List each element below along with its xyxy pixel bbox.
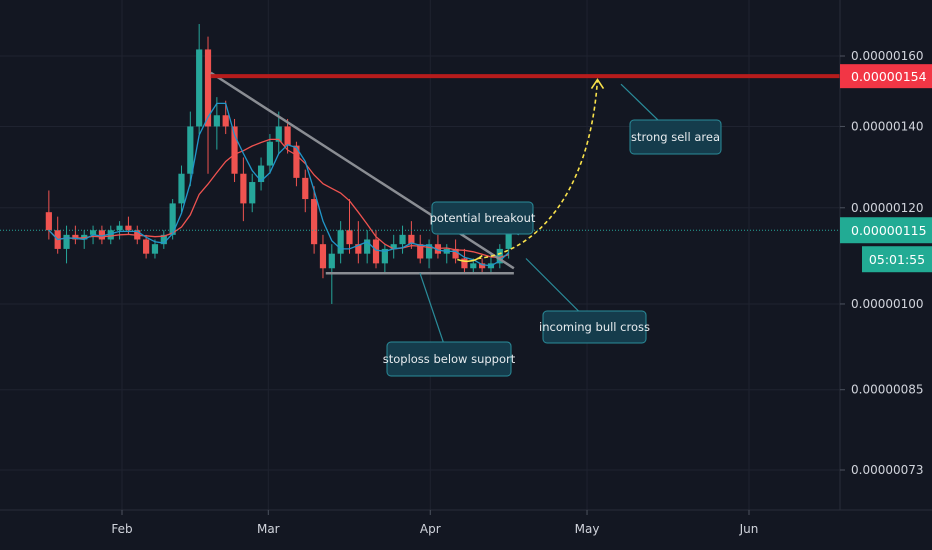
candle-body: [249, 182, 256, 204]
candle-body: [399, 234, 406, 245]
y-tick-label: 0.00000140: [851, 119, 924, 133]
candle-body: [337, 230, 344, 254]
candle-body: [266, 141, 274, 166]
candle-body: [275, 126, 282, 142]
time-axis[interactable]: Feb Mar Apr May Jun: [0, 509, 932, 536]
projection-arrowhead: [590, 78, 605, 90]
last-price-badge: [840, 217, 932, 244]
candle-body: [169, 203, 176, 235]
candle-body: [222, 115, 229, 127]
candle-body: [505, 230, 512, 249]
y-tick-label: 0.00000100: [851, 297, 924, 311]
chart-drawings: [0, 71, 840, 275]
bull-cross-arc: [457, 254, 483, 263]
candle-body: [425, 244, 433, 259]
callout-box: [431, 201, 534, 235]
candle-body: [408, 234, 415, 245]
candle-body: [470, 263, 477, 269]
x-tick-label: Apr: [420, 522, 441, 536]
moving-averages: [48, 102, 510, 267]
price-axis[interactable]: 0.00000160 0.00000140 0.00000120 0.00000100…: [839, 0, 932, 510]
candle-body: [302, 177, 309, 200]
candle-body: [355, 244, 362, 254]
x-tick-label: May: [575, 522, 600, 536]
candle-body: [452, 248, 459, 259]
candle-body: [311, 199, 318, 245]
candle-body: [284, 126, 291, 146]
candle-body: [98, 230, 105, 240]
candle-body: [417, 244, 424, 259]
x-tick-label: Feb: [111, 522, 132, 536]
candle-body: [461, 258, 468, 269]
moving-average-slow: [48, 138, 509, 259]
candle-body: [151, 244, 159, 254]
x-tick-label: Jun: [739, 522, 759, 536]
chart-grid: [0, 0, 840, 510]
sell-price-label: 0.00000154: [851, 69, 927, 84]
candle-body: [496, 248, 503, 264]
candle-body: [381, 248, 388, 264]
callout-text: stoploss below support: [383, 352, 516, 366]
candle-body: [160, 234, 167, 245]
chart-callouts: strong sell area potential breakout incomi…: [383, 83, 722, 377]
countdown-badge: [862, 246, 932, 273]
candle-body: [45, 212, 52, 231]
candle-body: [63, 234, 70, 249]
sell-price-badge: [840, 64, 932, 89]
candle-body: [89, 230, 97, 235]
candle-body: [125, 225, 132, 231]
callout-box: [386, 341, 512, 377]
candle-body: [107, 230, 114, 240]
candle-body: [213, 115, 220, 127]
y-tick-label: 0.00000073: [851, 463, 924, 477]
callout-text: incoming bull cross: [539, 320, 650, 334]
candle-body: [187, 126, 194, 174]
last-price-label: 0.00000115: [851, 223, 927, 238]
candle-body: [479, 263, 486, 269]
countdown-label: 05:01:55: [869, 252, 925, 267]
y-tick-label: 0.00000160: [851, 49, 924, 63]
candle-body: [204, 49, 212, 127]
projection-path: [477, 79, 599, 260]
moving-average-fast: [48, 102, 510, 267]
candle-body: [328, 253, 335, 269]
candle-body: [143, 239, 150, 254]
candle-body: [257, 165, 265, 183]
candle-body: [319, 244, 327, 269]
x-tick-label: Mar: [257, 522, 280, 536]
candle-body: [364, 239, 371, 254]
descending-resistance: [210, 71, 515, 270]
candle-body: [72, 234, 79, 240]
candle-body: [390, 244, 397, 249]
candle-body: [116, 225, 123, 231]
candle-body: [346, 230, 353, 245]
candle-body: [372, 239, 380, 264]
callout-text: potential breakout: [430, 211, 536, 225]
candle-body: [240, 173, 247, 204]
callout-box: [629, 119, 722, 155]
candle-body: [231, 126, 238, 174]
candle-body: [293, 145, 300, 178]
candle-body: [196, 49, 203, 127]
candle-body: [178, 173, 185, 204]
callout-box: [542, 310, 647, 344]
y-tick-label: 0.00000120: [851, 201, 924, 215]
y-tick-label: 0.00000085: [851, 383, 924, 397]
candlestick-series: [45, 24, 512, 304]
callout-text: strong sell area: [631, 130, 720, 144]
